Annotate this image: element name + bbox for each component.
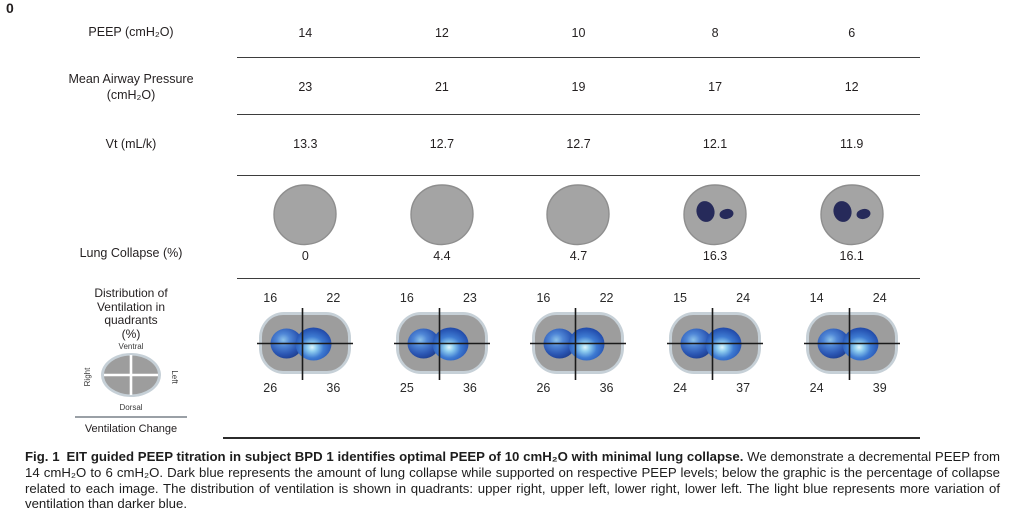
quadrant-top-right-value: 24 <box>736 291 751 305</box>
map-value: 19 <box>571 80 586 94</box>
figure-caption-body: We demonstrate a decremental PEEP from 1… <box>25 449 1001 512</box>
figure-label: Fig. 1 <box>25 449 60 464</box>
peep-value: 14 <box>298 25 313 40</box>
ventilation-map-graphic <box>803 308 900 380</box>
table-row-peep: PEEP (cmH₂O) 14 12 10 8 6 <box>25 8 920 57</box>
row-divider <box>237 57 920 58</box>
peep-value: 8 <box>711 25 719 40</box>
figure-title: EIT guided PEEP titration in subject BPD… <box>66 449 744 464</box>
compass-left-label: Left <box>169 370 179 384</box>
quadrant-bottom-left-value: 24 <box>809 381 824 395</box>
quadrant-bottom-right-value: 36 <box>462 381 477 395</box>
peep-value: 12 <box>434 25 449 40</box>
lung-cross-section-image <box>272 184 338 246</box>
vt-value: 11.9 <box>839 137 864 151</box>
lung-cross-section-graphic <box>273 184 337 246</box>
quadrant-top-left-value: 16 <box>536 291 551 305</box>
map-value: 21 <box>434 80 449 94</box>
compass-dorsal-label: Dorsal <box>119 403 143 413</box>
ventilation-map-graphic <box>530 308 627 380</box>
quadrant-bottom-right-value: 36 <box>599 381 614 395</box>
quadrant-top-right-value: 23 <box>462 291 477 305</box>
ventilation-map-image <box>803 307 900 381</box>
map-row-label: Mean Airway Pressure (cmH₂O) <box>68 71 194 102</box>
compass-right-label: Right <box>83 367 93 387</box>
figure-caption: Fig. 1 EIT guided PEEP titration in subje… <box>25 449 1000 512</box>
lung-cross-section-image <box>819 184 885 246</box>
lung-cross-section-graphic <box>546 184 611 246</box>
quadrant-bottom-left-value: 26 <box>536 381 551 395</box>
vt-value: 12.7 <box>429 137 455 151</box>
quadrant-top-left-value: 14 <box>809 291 824 305</box>
lung-cross-section-image <box>545 184 611 246</box>
lung-cross-section-graphic <box>410 184 474 246</box>
collapse-region-spots <box>833 201 871 222</box>
lung-collapse-value: 16.1 <box>839 249 864 263</box>
ventilation-map-graphic <box>393 308 490 380</box>
quadrant-top-right-value: 22 <box>326 291 341 305</box>
row-divider <box>237 278 920 279</box>
ventilation-map-image <box>667 307 764 381</box>
ventilation-map-image <box>257 307 354 381</box>
lung-cross-section-image <box>682 184 748 246</box>
ventilation-map-graphic <box>257 308 354 380</box>
lung-cross-section-image <box>409 184 475 246</box>
table-row-map: Mean Airway Pressure (cmH₂O) 23 21 19 17… <box>25 60 920 114</box>
ventilation-row-label: Distribution of Ventilation in quadrants… <box>25 281 237 435</box>
quadrant-top-left-value: 16 <box>263 291 278 305</box>
quadrant-top-right-value: 22 <box>599 291 614 305</box>
row-divider <box>237 114 920 115</box>
lung-collapse-value: 4.7 <box>569 249 588 263</box>
peep-value: 6 <box>848 25 856 40</box>
orientation-compass-graphic <box>101 353 161 397</box>
vt-value: 12.1 <box>702 137 728 151</box>
table-row-lung-collapse: Lung Collapse (%) 0 4.4 4.7 <box>25 178 920 277</box>
quadrant-top-right-value: 24 <box>872 291 887 305</box>
page-number-fragment: 0 <box>6 0 14 16</box>
lung-cross-section-graphic <box>683 184 747 246</box>
row-divider <box>237 175 920 176</box>
map-value: 17 <box>708 80 723 94</box>
quadrant-bottom-right-value: 39 <box>872 381 887 395</box>
ventilation-map-image <box>530 307 627 381</box>
orientation-compass: Ventral Right Left Dorsal <box>83 342 178 413</box>
collapse-region-spots <box>696 201 734 222</box>
map-value: 12 <box>844 80 859 94</box>
figure-bottom-rule <box>223 437 920 439</box>
lung-cross-section-graphic <box>819 184 884 246</box>
peep-value: 10 <box>571 25 586 40</box>
table-row-ventilation: Distribution of Ventilation in quadrants… <box>25 281 920 435</box>
quadrant-top-left-value: 15 <box>673 291 687 305</box>
compass-graphic-slot <box>94 351 168 403</box>
peep-row-label: PEEP (cmH₂O) <box>88 25 174 40</box>
map-value: 23 <box>298 80 313 94</box>
colorbar-label: Ventilation Change <box>84 423 178 436</box>
lung-collapse-value: 16.3 <box>702 249 728 263</box>
ventilation-map-image <box>393 307 490 381</box>
vt-value: 13.3 <box>293 137 318 151</box>
quadrant-bottom-right-value: 37 <box>736 381 751 395</box>
ventilation-colorbar <box>75 416 187 419</box>
ventilation-map-graphic <box>667 308 764 380</box>
table-row-vt: Vt (mL/k) 13.3 12.7 12.7 12.1 11.9 <box>25 117 920 171</box>
compass-ventral-label: Ventral <box>118 342 144 351</box>
vt-row-label: Vt (mL/k) <box>105 136 157 151</box>
quadrant-top-left-value: 16 <box>399 291 414 305</box>
lung-collapse-value: 0 <box>301 249 309 263</box>
lung-collapse-value: 4.4 <box>433 249 451 263</box>
quadrant-bottom-right-value: 36 <box>326 381 341 395</box>
lung-collapse-row-label: Lung Collapse (%) <box>79 245 183 260</box>
vt-value: 12.7 <box>566 137 591 151</box>
quadrant-bottom-left-value: 25 <box>399 381 414 395</box>
quadrant-bottom-left-value: 24 <box>673 381 687 395</box>
quadrant-bottom-left-value: 26 <box>263 381 278 395</box>
